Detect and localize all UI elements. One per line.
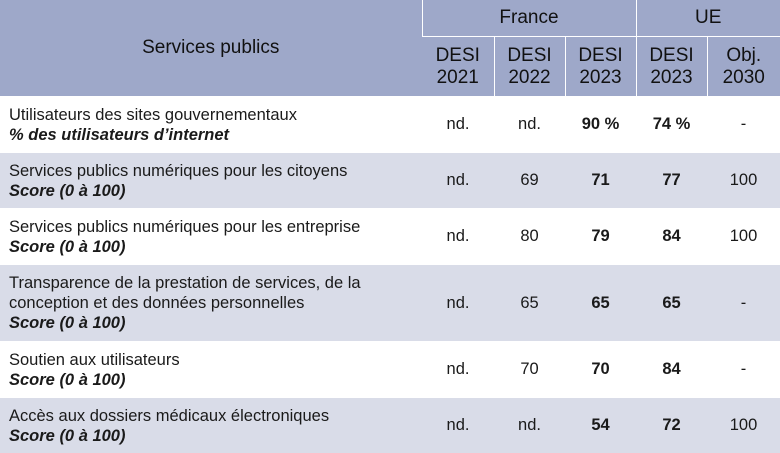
cell-france-2023: 54 bbox=[565, 398, 636, 453]
table-row: Accès aux dossiers médicaux électronique… bbox=[0, 398, 780, 453]
table-title: Services publics bbox=[0, 0, 422, 97]
row-unit: Score (0 à 100) bbox=[9, 370, 422, 390]
cell-france-2021: nd. bbox=[422, 153, 494, 209]
cell-ue-obj-2030: - bbox=[707, 342, 780, 398]
row-label: Services publics numériques pour les cit… bbox=[0, 153, 422, 209]
cell-france-2022: 65 bbox=[494, 265, 565, 342]
row-unit: Score (0 à 100) bbox=[9, 426, 422, 446]
row-unit: Score (0 à 100) bbox=[9, 313, 422, 333]
cell-france-2021: nd. bbox=[422, 209, 494, 265]
cell-france-2021: nd. bbox=[422, 398, 494, 453]
cell-france-2021: nd. bbox=[422, 265, 494, 342]
cell-france-2023: 90 % bbox=[565, 97, 636, 153]
cell-france-2023: 65 bbox=[565, 265, 636, 342]
cell-france-2022: nd. bbox=[494, 97, 565, 153]
row-label: Accès aux dossiers médicaux électronique… bbox=[0, 398, 422, 453]
cell-ue-obj-2030: 100 bbox=[707, 209, 780, 265]
row-label: Services publics numériques pour les ent… bbox=[0, 209, 422, 265]
cell-ue-2023: 77 bbox=[636, 153, 707, 209]
column-header-ue-obj-2030: Obj.2030 bbox=[707, 37, 780, 97]
cell-france-2022: nd. bbox=[494, 398, 565, 453]
cell-france-2022: 80 bbox=[494, 209, 565, 265]
cell-ue-obj-2030: - bbox=[707, 265, 780, 342]
row-label: Transparence de la prestation de service… bbox=[0, 265, 422, 342]
cell-ue-2023: 84 bbox=[636, 342, 707, 398]
cell-france-2021: nd. bbox=[422, 342, 494, 398]
cell-france-2021: nd. bbox=[422, 97, 494, 153]
cell-france-2022: 69 bbox=[494, 153, 565, 209]
cell-ue-2023: 72 bbox=[636, 398, 707, 453]
table-row: Transparence de la prestation de service… bbox=[0, 265, 780, 342]
table-row: Services publics numériques pour les ent… bbox=[0, 209, 780, 265]
row-unit: % des utilisateurs d’internet bbox=[9, 125, 422, 145]
cell-ue-2023: 74 % bbox=[636, 97, 707, 153]
cell-ue-obj-2030: 100 bbox=[707, 398, 780, 453]
cell-france-2023: 70 bbox=[565, 342, 636, 398]
cell-ue-2023: 65 bbox=[636, 265, 707, 342]
row-label: Utilisateurs des sites gouvernementaux% … bbox=[0, 97, 422, 153]
cell-france-2022: 70 bbox=[494, 342, 565, 398]
cell-france-2023: 71 bbox=[565, 153, 636, 209]
table-row: Services publics numériques pour les cit… bbox=[0, 153, 780, 209]
table-row: Utilisateurs des sites gouvernementaux% … bbox=[0, 97, 780, 153]
cell-ue-obj-2030: - bbox=[707, 97, 780, 153]
row-unit: Score (0 à 100) bbox=[9, 237, 422, 257]
group-header-france: France bbox=[422, 0, 636, 37]
cell-ue-2023: 84 bbox=[636, 209, 707, 265]
row-unit: Score (0 à 100) bbox=[9, 181, 422, 201]
cell-ue-obj-2030: 100 bbox=[707, 153, 780, 209]
cell-france-2023: 79 bbox=[565, 209, 636, 265]
group-header-ue: UE bbox=[636, 0, 780, 37]
